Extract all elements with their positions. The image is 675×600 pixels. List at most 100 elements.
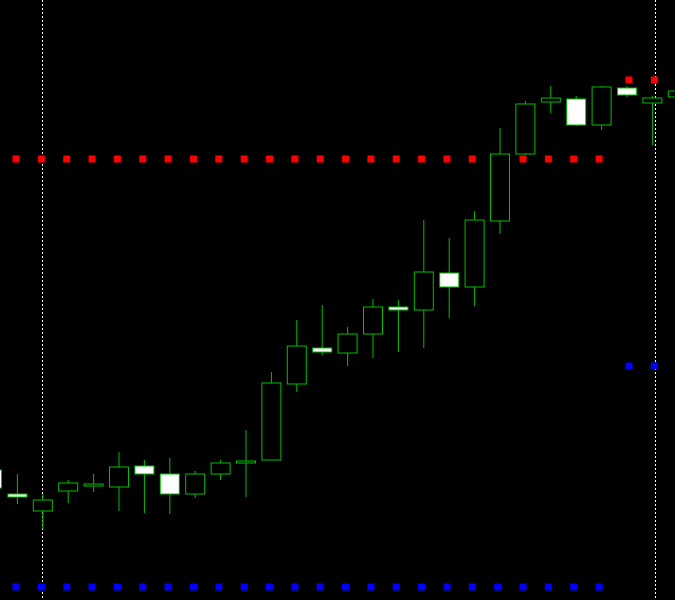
candle — [58, 480, 79, 503]
candle-body — [617, 87, 637, 96]
candle-body — [464, 219, 485, 288]
candle-body — [591, 86, 612, 126]
support-dot-upper — [625, 362, 633, 370]
support-dot — [12, 583, 20, 591]
candle — [363, 299, 383, 358]
candle-body — [286, 345, 307, 385]
support-dot — [443, 583, 451, 591]
candle — [7, 474, 28, 504]
support-dot — [88, 583, 96, 591]
resistance-dot — [342, 155, 350, 163]
candle — [109, 452, 129, 511]
candle-body — [109, 466, 129, 488]
candle-body — [388, 306, 409, 311]
support-dot — [468, 583, 476, 591]
resistance-dot — [88, 155, 96, 163]
level-dots — [12, 76, 658, 591]
candle — [566, 96, 587, 126]
candle — [261, 372, 282, 461]
candle — [185, 471, 206, 498]
resistance-dot — [190, 155, 197, 163]
candle-body — [7, 493, 28, 498]
support-dot — [63, 583, 71, 591]
support-dot — [570, 583, 578, 591]
resistance-dot — [468, 155, 476, 163]
support-dot — [392, 583, 400, 591]
resistance-dot — [367, 155, 375, 163]
candle — [490, 128, 510, 234]
resistance-dot — [595, 155, 603, 163]
candle-body — [210, 462, 231, 475]
support-dot — [595, 583, 603, 591]
support-dot — [494, 583, 502, 591]
resistance-dot — [544, 155, 552, 163]
candle-body — [185, 473, 206, 495]
candle — [413, 220, 434, 348]
resistance-dot — [240, 155, 248, 163]
resistance-dot — [443, 155, 451, 163]
resistance-dot — [12, 155, 20, 163]
support-dot — [544, 583, 552, 591]
candle-body — [439, 272, 460, 288]
support-dot — [266, 583, 273, 591]
resistance-dot — [37, 155, 45, 163]
candle — [642, 96, 663, 145]
resistance-dot — [139, 155, 147, 163]
candle — [159, 458, 180, 514]
candle — [32, 494, 53, 529]
candle — [210, 460, 231, 480]
candle-body — [642, 97, 663, 104]
resistance-dot — [570, 155, 578, 163]
support-dot — [139, 583, 147, 591]
candle-body — [236, 460, 256, 464]
resistance-dot — [316, 155, 324, 163]
candle — [312, 305, 333, 355]
support-dot — [342, 583, 350, 591]
resistance-dot — [63, 155, 71, 163]
candle — [667, 90, 675, 98]
resistance-dot — [418, 155, 426, 163]
candle — [0, 469, 2, 489]
resistance-dot — [113, 155, 121, 163]
resistance-dot — [392, 155, 400, 163]
vertical-separators — [42, 0, 656, 600]
candle — [83, 474, 104, 492]
support-dot — [164, 583, 172, 591]
resistance-dot — [215, 155, 223, 163]
candle-body — [58, 482, 79, 492]
candle-body — [32, 499, 53, 512]
support-dot — [316, 583, 324, 591]
support-dot — [190, 583, 197, 591]
candle-body — [413, 271, 434, 311]
support-dot — [37, 583, 45, 591]
candle-body — [83, 483, 104, 487]
candle-body — [337, 333, 358, 354]
support-dot — [519, 583, 527, 591]
candle-body — [363, 306, 383, 335]
candle — [591, 86, 612, 130]
candle-body — [667, 90, 675, 98]
candle-body — [566, 98, 587, 126]
resistance-dot — [266, 155, 273, 163]
candle-body — [261, 382, 282, 461]
candle — [388, 300, 409, 352]
candles — [0, 86, 675, 529]
candle — [540, 86, 561, 113]
candle — [134, 460, 155, 513]
support-dot — [291, 583, 299, 591]
candle-body — [159, 473, 180, 495]
candle-body — [490, 153, 510, 222]
resistance-dot — [291, 155, 299, 163]
resistance-dot — [164, 155, 172, 163]
candle-body — [515, 103, 536, 155]
resistance-dot-upper — [625, 76, 633, 84]
resistance-dot-upper — [650, 76, 658, 84]
candle — [337, 327, 358, 366]
candle — [439, 238, 460, 318]
candle-body — [0, 469, 2, 489]
support-dot — [418, 583, 426, 591]
candle — [617, 86, 637, 97]
candle-body — [312, 347, 333, 353]
